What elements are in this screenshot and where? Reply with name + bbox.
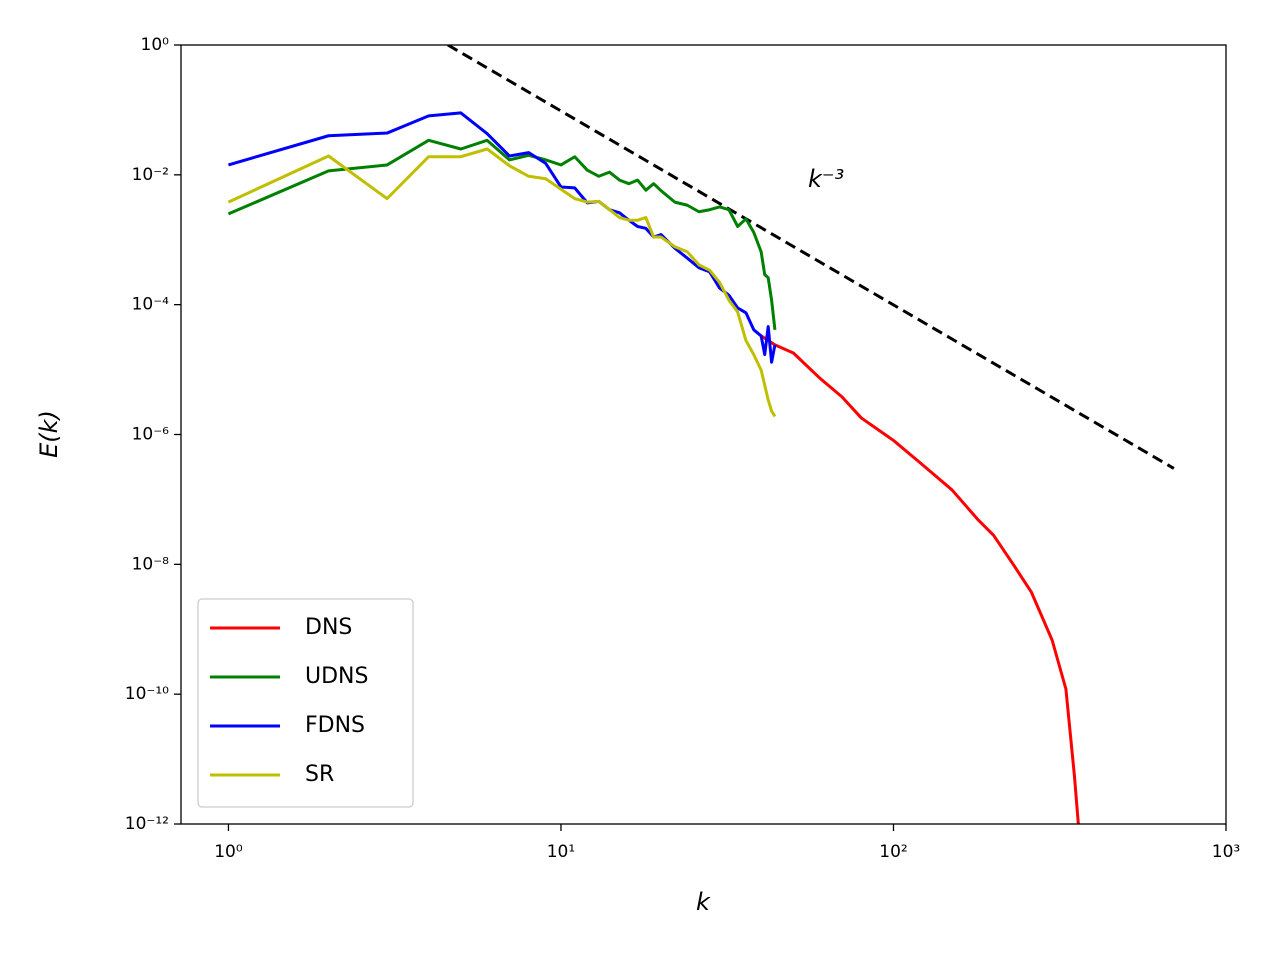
y-tick-label: 10⁻¹⁰ [125, 684, 169, 704]
legend-label: FDNS [305, 713, 365, 738]
x-axis-label: k [696, 888, 711, 916]
series-line [227, 138, 777, 330]
x-tick-label: 10⁰ [214, 842, 243, 862]
x-tick-label: 10² [879, 842, 907, 862]
series-line [760, 334, 1080, 824]
legend-label: UDNS [305, 664, 368, 689]
y-axis-label: E(k) [35, 410, 63, 458]
reference-line [447, 45, 1175, 470]
annotation: k⁻³ [808, 165, 844, 193]
legend-label: DNS [305, 615, 352, 640]
y-tick-label: 10⁻⁶ [132, 425, 170, 445]
y-tick-label: 10⁰ [141, 35, 170, 55]
legend-box [197, 598, 414, 808]
x-tick-label: 10¹ [547, 842, 575, 862]
series-line [228, 111, 777, 364]
legend-label: SR [305, 762, 334, 787]
y-tick-label: 10⁻⁸ [132, 554, 170, 574]
plot-area [227, 45, 1175, 824]
y-tick-label: 10⁻¹² [125, 814, 169, 834]
x-tick-label: 10³ [1212, 842, 1240, 862]
y-tick-label: 10⁻⁴ [132, 295, 170, 315]
series-line [227, 147, 777, 418]
y-tick-label: 10⁻² [132, 165, 169, 185]
